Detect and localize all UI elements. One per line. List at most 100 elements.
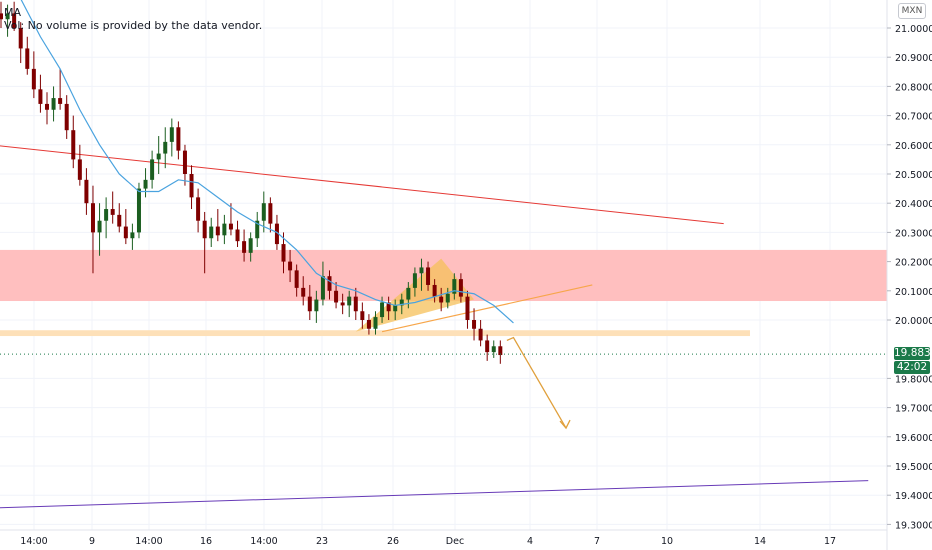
candle-body — [104, 209, 109, 221]
candle — [202, 211, 207, 274]
candle — [18, 22, 23, 64]
candle-body — [347, 296, 352, 306]
candle — [5, 4, 10, 37]
candle — [104, 197, 109, 239]
candle-body — [288, 261, 293, 271]
candle — [196, 188, 201, 233]
candle-body — [31, 68, 36, 90]
price-tick-label: 20.60000 — [895, 141, 932, 152]
candle-body — [393, 305, 398, 312]
time-tick-label: 9 — [89, 536, 95, 547]
candle — [491, 340, 496, 358]
candle — [110, 191, 115, 224]
candle — [44, 92, 49, 125]
candle-body — [90, 203, 95, 233]
candle-body — [320, 276, 325, 300]
candle-body — [419, 267, 424, 274]
candle-body — [150, 159, 155, 180]
volume-legend: Vol: No volume is provided by the data v… — [4, 19, 262, 32]
price-tick-label: 20.70000 — [895, 112, 932, 123]
price-tick-label: 19.80000 — [895, 374, 932, 385]
candle-body — [274, 223, 279, 245]
candle — [51, 86, 56, 122]
candle-body — [71, 130, 76, 160]
candle — [360, 302, 365, 329]
candle-body — [426, 267, 431, 285]
candle — [97, 203, 102, 256]
candle-body — [360, 311, 365, 320]
price-tick-label: 20.80000 — [895, 82, 932, 93]
candle-body — [373, 317, 378, 329]
candle-body — [255, 220, 260, 239]
candle — [373, 311, 378, 335]
price-tick-label: 19.30000 — [895, 520, 932, 531]
candle-body — [182, 150, 187, 174]
time-tick-label: 23 — [316, 536, 328, 547]
time-tick-label: 16 — [200, 536, 212, 547]
candle — [393, 299, 398, 320]
candle-body — [5, 13, 10, 20]
candle — [0, 1, 3, 28]
resistance-line — [0, 145, 724, 225]
candle — [215, 209, 220, 242]
candle — [432, 279, 437, 303]
volume-legend-label: Vol: No volume is provided by the data v… — [4, 19, 263, 32]
candle-body — [491, 346, 496, 353]
candle — [386, 296, 391, 320]
candle — [182, 144, 187, 186]
candle — [334, 282, 339, 309]
candle — [353, 287, 358, 320]
candle — [366, 314, 371, 335]
candle-body — [294, 270, 299, 288]
time-tick-label: 14 — [754, 536, 766, 547]
candle-body — [117, 214, 122, 227]
candle — [163, 127, 168, 169]
price-tick-label: 20.10000 — [895, 287, 932, 298]
candles — [0, 1, 503, 364]
candle-body — [432, 284, 437, 297]
candle — [169, 118, 174, 157]
time-tick-label: Dec — [446, 536, 464, 547]
candle-body — [25, 48, 30, 69]
candle-body — [472, 320, 477, 329]
candle-body — [307, 296, 312, 312]
time-axis: 14:00 9 14:00 16 14:00 23 26 Dec 4 7 10 14 17 — [0, 529, 887, 547]
price-tick-label: 20.40000 — [895, 199, 932, 210]
candle-body — [228, 223, 233, 230]
candle-body — [366, 320, 371, 329]
projection-arrowhead — [559, 419, 571, 430]
candle-body — [478, 328, 483, 341]
candle-body — [156, 153, 161, 160]
candle-body — [327, 276, 332, 291]
candle — [261, 191, 266, 233]
price-tick-label: 21.00000 — [895, 24, 932, 35]
candle-body — [261, 203, 266, 221]
candle — [242, 229, 247, 262]
price-tick-label: 20.20000 — [895, 258, 932, 269]
candle — [12, 1, 17, 31]
candle-body — [97, 220, 102, 233]
candle — [84, 168, 89, 215]
candle-body — [163, 141, 168, 154]
time-tick-label: 14:00 — [135, 536, 162, 547]
candle — [38, 74, 43, 113]
candle — [150, 150, 155, 189]
currency-button[interactable]: MXN — [898, 3, 926, 19]
candle — [314, 290, 319, 323]
candle — [117, 203, 122, 233]
ma-legend-label: MA — [4, 6, 22, 19]
candle — [209, 217, 214, 247]
candle-body — [242, 241, 247, 253]
candle — [288, 249, 293, 283]
countdown-badge: 42:02 — [894, 361, 930, 375]
candle-body — [445, 293, 450, 303]
candle-body — [281, 244, 286, 262]
candle-body — [380, 302, 385, 318]
candle-body — [123, 226, 128, 239]
candle-body — [169, 127, 174, 142]
candle — [301, 276, 306, 306]
price-tick-label: 20.90000 — [895, 53, 932, 64]
candle — [485, 334, 490, 361]
candle-body — [301, 287, 306, 297]
